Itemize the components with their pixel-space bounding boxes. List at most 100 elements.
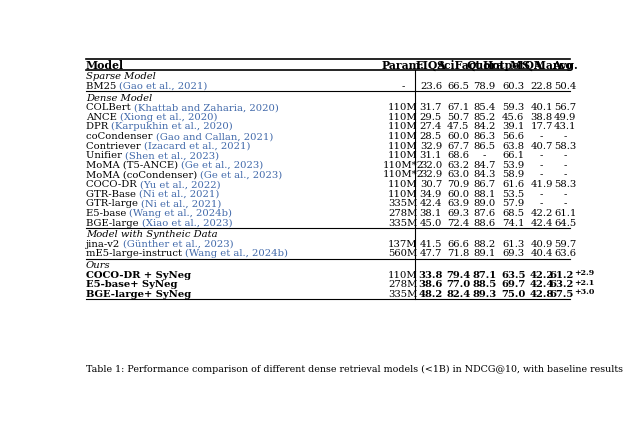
Text: 38.1: 38.1 <box>420 209 442 218</box>
Text: 278M: 278M <box>388 209 417 218</box>
Text: E5-base: E5-base <box>86 209 129 218</box>
Text: 85.2: 85.2 <box>474 113 496 122</box>
Text: 23.6: 23.6 <box>420 82 442 91</box>
Text: 63.6: 63.6 <box>554 250 576 258</box>
Text: 40.9: 40.9 <box>531 240 553 249</box>
Text: 60.0: 60.0 <box>447 190 469 199</box>
Text: 49.9: 49.9 <box>554 113 576 122</box>
Text: 77.0: 77.0 <box>446 280 470 289</box>
Text: 43.1: 43.1 <box>554 122 577 132</box>
Text: 86.5: 86.5 <box>474 142 496 151</box>
Text: 63.2: 63.2 <box>447 161 469 170</box>
Text: 63.9: 63.9 <box>447 199 469 208</box>
Text: 48.2: 48.2 <box>419 290 443 299</box>
Text: 66.1: 66.1 <box>502 151 524 160</box>
Text: 41.9: 41.9 <box>531 180 553 189</box>
Text: 110M*2: 110M*2 <box>382 170 424 179</box>
Text: 47.5: 47.5 <box>447 122 469 132</box>
Text: COCO-DR: COCO-DR <box>86 180 140 189</box>
Text: -: - <box>540 199 543 208</box>
Text: 110M: 110M <box>388 180 418 189</box>
Text: 42.2: 42.2 <box>529 271 554 280</box>
Text: (Xiao et al., 2023): (Xiao et al., 2023) <box>141 219 232 228</box>
Text: -: - <box>540 132 543 141</box>
Text: 31.7: 31.7 <box>420 103 442 112</box>
Text: 87.1: 87.1 <box>472 271 497 280</box>
Text: FIQA: FIQA <box>415 60 446 71</box>
Text: 41.5: 41.5 <box>420 240 442 249</box>
Text: 89.3: 89.3 <box>472 290 497 299</box>
Text: GTR-Base: GTR-Base <box>86 190 139 199</box>
Text: 335M: 335M <box>388 219 417 228</box>
Text: +2.1: +2.1 <box>574 278 595 286</box>
Text: 45.0: 45.0 <box>420 219 442 228</box>
Text: 88.6: 88.6 <box>474 219 496 228</box>
Text: 110M: 110M <box>388 271 418 280</box>
Text: -: - <box>563 161 567 170</box>
Text: 71.8: 71.8 <box>447 250 469 258</box>
Text: -: - <box>540 190 543 199</box>
Text: (Wang et al., 2024b): (Wang et al., 2024b) <box>129 209 232 218</box>
Text: (Ni et al., 2021): (Ni et al., 2021) <box>139 190 220 199</box>
Text: 84.7: 84.7 <box>474 161 496 170</box>
Text: MoMA (coCondenser): MoMA (coCondenser) <box>86 170 200 179</box>
Text: 53.9: 53.9 <box>502 161 524 170</box>
Text: 29.5: 29.5 <box>420 113 442 122</box>
Text: 58.9: 58.9 <box>502 170 524 179</box>
Text: 63.2: 63.2 <box>549 280 573 289</box>
Text: 38.6: 38.6 <box>419 280 443 289</box>
Text: (Shen et al., 2023): (Shen et al., 2023) <box>125 151 220 160</box>
Text: 137M: 137M <box>388 240 418 249</box>
Text: -: - <box>540 161 543 170</box>
Text: 42.4: 42.4 <box>529 280 554 289</box>
Text: 42.8: 42.8 <box>529 290 554 299</box>
Text: 56.6: 56.6 <box>502 132 524 141</box>
Text: (Ni et al., 2021): (Ni et al., 2021) <box>141 199 221 208</box>
Text: 79.4: 79.4 <box>446 271 470 280</box>
Text: 110M: 110M <box>388 132 418 141</box>
Text: (Ge et al., 2023): (Ge et al., 2023) <box>200 170 283 179</box>
Text: 63.0: 63.0 <box>447 170 469 179</box>
Text: 89.1: 89.1 <box>474 250 496 258</box>
Text: 61.2: 61.2 <box>549 271 573 280</box>
Text: 58.3: 58.3 <box>554 142 576 151</box>
Text: ANCE: ANCE <box>86 113 120 122</box>
Text: 64.5: 64.5 <box>554 219 576 228</box>
Text: 110M: 110M <box>388 122 418 132</box>
Text: 85.4: 85.4 <box>474 103 496 112</box>
Text: 33.8: 33.8 <box>419 271 443 280</box>
Text: (Gao et al., 2021): (Gao et al., 2021) <box>120 82 208 91</box>
Text: (Yu et al., 2022): (Yu et al., 2022) <box>140 180 220 189</box>
Text: 75.0: 75.0 <box>501 290 525 299</box>
Text: COLBert: COLBert <box>86 103 134 112</box>
Text: 63.8: 63.8 <box>502 142 524 151</box>
Text: 28.5: 28.5 <box>420 132 442 141</box>
Text: 69.3: 69.3 <box>502 250 524 258</box>
Text: 59.3: 59.3 <box>502 103 524 112</box>
Text: 60.0: 60.0 <box>447 132 469 141</box>
Text: BGE-large: BGE-large <box>86 219 141 228</box>
Text: 69.3: 69.3 <box>447 209 469 218</box>
Text: 40.4: 40.4 <box>531 250 553 258</box>
Text: -: - <box>563 190 567 199</box>
Text: -: - <box>563 151 567 160</box>
Text: 40.7: 40.7 <box>531 142 553 151</box>
Text: 84.3: 84.3 <box>474 170 496 179</box>
Text: 61.6: 61.6 <box>502 180 524 189</box>
Text: 110M: 110M <box>388 142 418 151</box>
Text: Model with Syntheic Data: Model with Syntheic Data <box>86 230 218 239</box>
Text: 69.7: 69.7 <box>501 280 525 289</box>
Text: coCondenser: coCondenser <box>86 132 156 141</box>
Text: 22.8: 22.8 <box>531 82 553 91</box>
Text: 72.4: 72.4 <box>447 219 469 228</box>
Text: 110M*2: 110M*2 <box>382 161 424 170</box>
Text: 32.9: 32.9 <box>420 142 442 151</box>
Text: Ours: Ours <box>86 261 111 270</box>
Text: 17.7: 17.7 <box>531 122 553 132</box>
Text: SciFact: SciFact <box>436 60 481 71</box>
Text: 42.4: 42.4 <box>420 199 442 208</box>
Text: 40.1: 40.1 <box>531 103 553 112</box>
Text: +3.0: +3.0 <box>574 288 595 296</box>
Text: 89.0: 89.0 <box>474 199 496 208</box>
Text: 560M: 560M <box>388 250 417 258</box>
